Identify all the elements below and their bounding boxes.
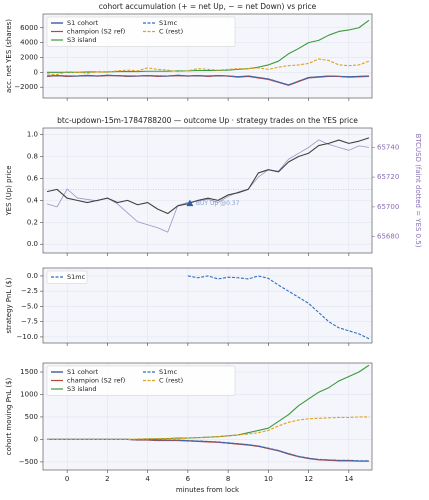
y-tick-label: −7.5 xyxy=(21,318,38,326)
series-line xyxy=(46,137,370,215)
legend-label: S1mc xyxy=(67,273,86,281)
x-tick-label: 0 xyxy=(65,475,69,483)
legend-label: S1 cohort xyxy=(67,368,99,376)
y-axis-label: strategy PnL ($) xyxy=(5,277,13,333)
legend-label: S3 island xyxy=(67,36,97,44)
y-tick-label: 1000 xyxy=(20,390,38,398)
plot-area xyxy=(43,268,372,343)
plot-frame xyxy=(42,13,373,99)
legend-label: S1mc xyxy=(159,368,178,376)
x-tick-label: 8 xyxy=(226,475,230,483)
legend-box xyxy=(46,270,88,284)
y-tick-label: 0.6 xyxy=(27,174,39,182)
series-line xyxy=(187,275,370,340)
y2-axis-label: BTCUSD (faint dotted = YES 0.5) xyxy=(414,133,422,247)
y-tick-label: 0.0 xyxy=(27,272,38,280)
y-tick-label: 0 xyxy=(34,68,38,76)
x-tick-label: 4 xyxy=(145,475,150,483)
y-tick-label: −5.0 xyxy=(21,302,38,310)
plot-area xyxy=(43,128,372,253)
x-tick-label: 12 xyxy=(304,475,313,483)
legend-label: S3 island xyxy=(67,385,97,393)
y-tick-label: −2.5 xyxy=(21,287,38,295)
y-axis-label: acc. net YES (shares) xyxy=(5,19,13,93)
y-tick-label: 1.0 xyxy=(27,131,38,139)
y-tick-label: 0.8 xyxy=(27,153,38,161)
y-tick-label: 6000 xyxy=(20,24,38,32)
series-line xyxy=(47,438,369,462)
series-line xyxy=(47,416,369,440)
y-tick-label: 2000 xyxy=(20,53,38,61)
plot-frame xyxy=(42,267,373,344)
x-tick-label: 6 xyxy=(186,475,191,483)
legend-label: C (rest) xyxy=(159,28,183,36)
y2-tick-label: 65700 xyxy=(377,203,399,211)
panel-title: cohort accumulation (+ = net Up, − = net… xyxy=(99,2,317,11)
y-axis-label: YES (Up) price xyxy=(5,165,13,216)
x-tick-label: 14 xyxy=(344,475,353,483)
legend-label: champion (S2 ref) xyxy=(67,377,125,385)
trade-marker xyxy=(186,199,194,207)
y-axis-label: cohort moving PnL ($) xyxy=(5,377,13,455)
series-line xyxy=(47,74,370,86)
trade-label: BUY Up @0.37 xyxy=(196,200,240,207)
y2-tick-label: 65720 xyxy=(377,173,399,181)
y2-tick-label: 65740 xyxy=(377,143,399,151)
y-tick-label: −500 xyxy=(19,458,38,466)
y-tick-label: −2000 xyxy=(14,83,38,91)
series-line xyxy=(46,58,370,76)
y-tick-label: 0.4 xyxy=(27,196,39,204)
y2-tick-label: 65680 xyxy=(377,233,399,241)
legend-box xyxy=(46,365,236,396)
y-tick-label: 0.2 xyxy=(27,218,38,226)
y-tick-label: 1500 xyxy=(20,368,38,376)
legend-label: S1 cohort xyxy=(67,19,99,27)
y-tick-label: 0.0 xyxy=(27,240,38,248)
y-tick-label: 0 xyxy=(34,435,38,443)
x-axis-label: minutes from lock xyxy=(176,486,240,494)
legend-label: S1mc xyxy=(159,19,178,27)
plot-frame xyxy=(42,127,373,254)
x-tick-label: 10 xyxy=(264,475,273,483)
panel-title: btc-updown-15m-1784788200 — outcome Up ·… xyxy=(57,116,358,125)
y-tick-label: −10.0 xyxy=(17,333,38,341)
series-line xyxy=(47,364,370,440)
y-tick-label: 4000 xyxy=(20,39,38,47)
y-tick-label: 500 xyxy=(25,413,38,421)
legend-box xyxy=(46,16,236,47)
legend-label: C (rest) xyxy=(159,377,183,385)
x-tick-label: 2 xyxy=(105,475,109,483)
legend-label: champion (S2 ref) xyxy=(67,28,125,36)
plot-frame xyxy=(42,362,373,471)
